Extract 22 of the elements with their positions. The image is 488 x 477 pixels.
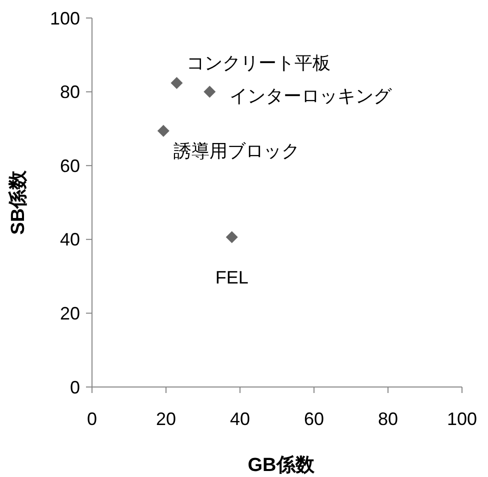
point: [226, 231, 238, 244]
annotation: 誘導用ブロック: [173, 141, 300, 162]
x-tick-label: 40: [230, 409, 250, 429]
point: [170, 76, 183, 89]
y-tick-label: 60: [60, 156, 80, 176]
y-tick-label: 0: [70, 377, 80, 398]
x-tick-label: 0: [86, 409, 98, 429]
y-tick-label: 20: [60, 304, 80, 324]
y-tick-label: 100: [50, 8, 80, 28]
annotation: FEL: [215, 267, 248, 288]
x-tick-label: 60: [304, 409, 324, 429]
x-tick-label: 100: [446, 409, 478, 429]
x-tick-label: 80: [378, 409, 398, 429]
y-tick-label: 40: [60, 230, 80, 250]
point: [157, 124, 170, 137]
annotation: コンクリート平板: [186, 53, 331, 74]
x-axis-title: GB係数: [248, 455, 316, 476]
annotation: インターロッキング: [230, 86, 393, 106]
x-tick-label: 20: [156, 409, 176, 429]
point: [204, 86, 216, 98]
y-tick-label: 80: [60, 82, 80, 102]
y-axis-title: SB係数: [8, 169, 29, 235]
